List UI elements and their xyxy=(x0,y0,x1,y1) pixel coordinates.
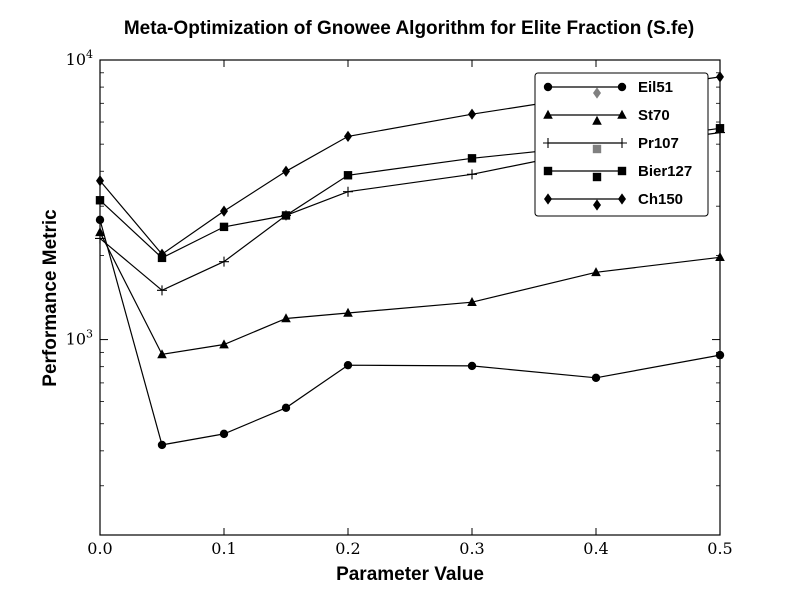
legend: Eil51 St70 Pr107 Bier127 Ch150 xyxy=(534,72,709,217)
legend-marker-right xyxy=(618,193,626,205)
plot-frame xyxy=(99,59,721,536)
chart-title: Meta-Optimization of Gnowee Algorithm fo… xyxy=(124,18,694,39)
data-point xyxy=(157,285,167,296)
data-point xyxy=(467,154,477,163)
y-tick-label: 103 xyxy=(66,328,93,349)
legend-item-bier127: Bier127 xyxy=(543,163,692,182)
legend-label: Ch150 xyxy=(638,191,683,208)
data-point xyxy=(344,130,352,143)
data-point xyxy=(157,440,167,450)
data-point xyxy=(591,373,601,382)
x-tick-label: 0.1 xyxy=(211,539,236,558)
legend-marker-mid xyxy=(592,144,602,154)
legend-marker-mid xyxy=(592,172,602,182)
axis-ticks: 0.0 0.1 0.2 0.3 0.4 0.5 103 104 xyxy=(66,48,733,558)
legend-marker-mid xyxy=(593,199,601,211)
data-point xyxy=(467,361,477,371)
legend-marker-right xyxy=(617,138,627,148)
data-point xyxy=(343,360,353,370)
x-tick-label: 0.4 xyxy=(583,539,608,558)
legend-marker-left xyxy=(543,82,553,92)
series-st70 xyxy=(95,227,725,359)
legend-marker-mid xyxy=(593,87,601,99)
legend-marker-left xyxy=(543,166,553,176)
legend-label: Bier127 xyxy=(638,163,692,180)
data-point xyxy=(468,108,476,120)
data-point xyxy=(282,165,290,177)
series-eil51 xyxy=(95,215,725,450)
legend-label: St70 xyxy=(638,107,670,124)
legend-marker-right xyxy=(617,82,627,92)
series-line xyxy=(99,219,721,446)
data-point xyxy=(219,222,229,232)
legend-marker-right xyxy=(617,166,627,176)
y-axis-label: Performance Metric xyxy=(40,209,61,387)
data-point xyxy=(220,205,228,217)
legend-marker-right xyxy=(617,109,627,119)
y-tick-label: 104 xyxy=(66,48,93,69)
data-point xyxy=(219,429,229,439)
legend-label: Eil51 xyxy=(638,79,673,96)
legend-item-pr107: Pr107 xyxy=(543,135,679,154)
data-point xyxy=(343,171,353,180)
data-point xyxy=(157,349,167,359)
data-point xyxy=(219,256,229,267)
data-point xyxy=(343,307,353,317)
data-point xyxy=(281,403,291,413)
x-tick-label: 0.3 xyxy=(459,539,484,558)
data-point xyxy=(343,186,353,197)
data-point xyxy=(467,169,477,180)
x-axis-label: Parameter Value xyxy=(336,564,484,585)
series-line xyxy=(99,232,721,356)
data-point xyxy=(591,267,601,277)
data-point xyxy=(467,297,477,307)
data-point xyxy=(158,248,166,260)
legend-marker-left xyxy=(543,109,553,119)
legend-item-st70: St70 xyxy=(543,107,670,125)
x-tick-label: 0.0 xyxy=(87,539,112,558)
data-point xyxy=(281,211,291,220)
legend-marker-left xyxy=(544,193,552,205)
legend-marker-left xyxy=(543,138,553,148)
x-tick-label: 0.2 xyxy=(335,539,360,558)
data-point xyxy=(281,313,291,323)
legend-item-ch150: Ch150 xyxy=(544,191,683,211)
legend-marker-mid xyxy=(592,115,602,125)
data-point xyxy=(219,339,229,349)
x-tick-label: 0.5 xyxy=(707,539,732,558)
legend-item-eil51: Eil51 xyxy=(543,79,673,99)
legend-label: Pr107 xyxy=(638,135,679,152)
